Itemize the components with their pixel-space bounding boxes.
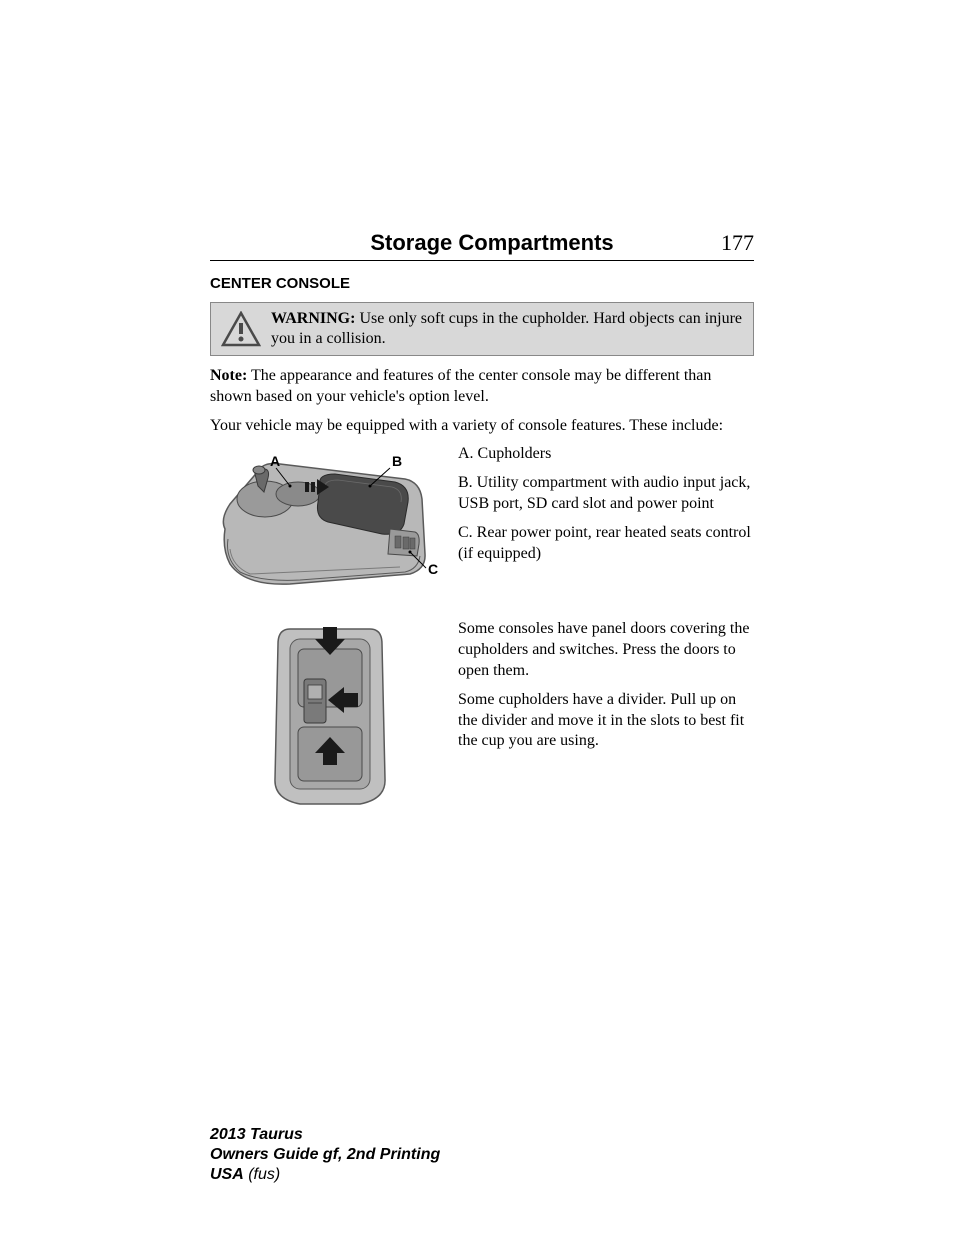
note-paragraph: Note: The appearance and features of the… xyxy=(210,366,754,408)
desc-b: B. Utility compartment with audio input … xyxy=(458,473,754,515)
warning-text: WARNING: Use only soft cups in the cupho… xyxy=(271,309,743,349)
fig2-para2: Some cupholders have a divider. Pull up … xyxy=(458,690,754,752)
figure2-column xyxy=(210,619,440,819)
footer-line1: 2013 Taurus xyxy=(210,1125,440,1145)
footer-line3-bold: USA xyxy=(210,1166,244,1183)
desc-c: C. Rear power point, rear heated seats c… xyxy=(458,523,754,565)
figure2-text-column: Some consoles have panel doors covering … xyxy=(458,619,754,819)
footer-line2: Owners Guide gf, 2nd Printing xyxy=(210,1145,440,1165)
chapter-title: Storage Compartments xyxy=(290,230,694,256)
warning-box: WARNING: Use only soft cups in the cupho… xyxy=(210,302,754,356)
warning-label: WARNING: xyxy=(271,310,355,327)
svg-text:A: A xyxy=(270,453,280,469)
svg-text:B: B xyxy=(392,453,402,469)
figure2-row: Some consoles have panel doors covering … xyxy=(210,619,754,819)
note-label: Note: xyxy=(210,367,247,384)
footer-line3-rest: (fus) xyxy=(244,1166,280,1183)
page-footer: 2013 Taurus Owners Guide gf, 2nd Printin… xyxy=(210,1125,440,1185)
cupholder-top-illustration xyxy=(260,619,400,814)
section-heading: CENTER CONSOLE xyxy=(210,275,754,292)
fig2-para1: Some consoles have panel doors covering … xyxy=(458,619,754,681)
footer-line3: USA (fus) xyxy=(210,1165,440,1185)
center-console-illustration: A B C xyxy=(210,444,440,604)
page-container: Storage Compartments 177 CENTER CONSOLE … xyxy=(0,0,954,889)
figure1-column: A B C xyxy=(210,444,440,609)
figure1-row: A B C A. Cupholders B. Utility compartme… xyxy=(210,444,754,609)
figure1-text-column: A. Cupholders B. Utility compartment wit… xyxy=(458,444,754,609)
desc-a: A. Cupholders xyxy=(458,444,754,465)
warning-triangle-icon xyxy=(221,311,261,347)
page-number: 177 xyxy=(694,230,754,256)
svg-text:C: C xyxy=(428,561,438,577)
page-header: Storage Compartments 177 xyxy=(210,230,754,261)
note-body: The appearance and features of the cente… xyxy=(210,367,711,405)
intro-paragraph: Your vehicle may be equipped with a vari… xyxy=(210,416,754,437)
